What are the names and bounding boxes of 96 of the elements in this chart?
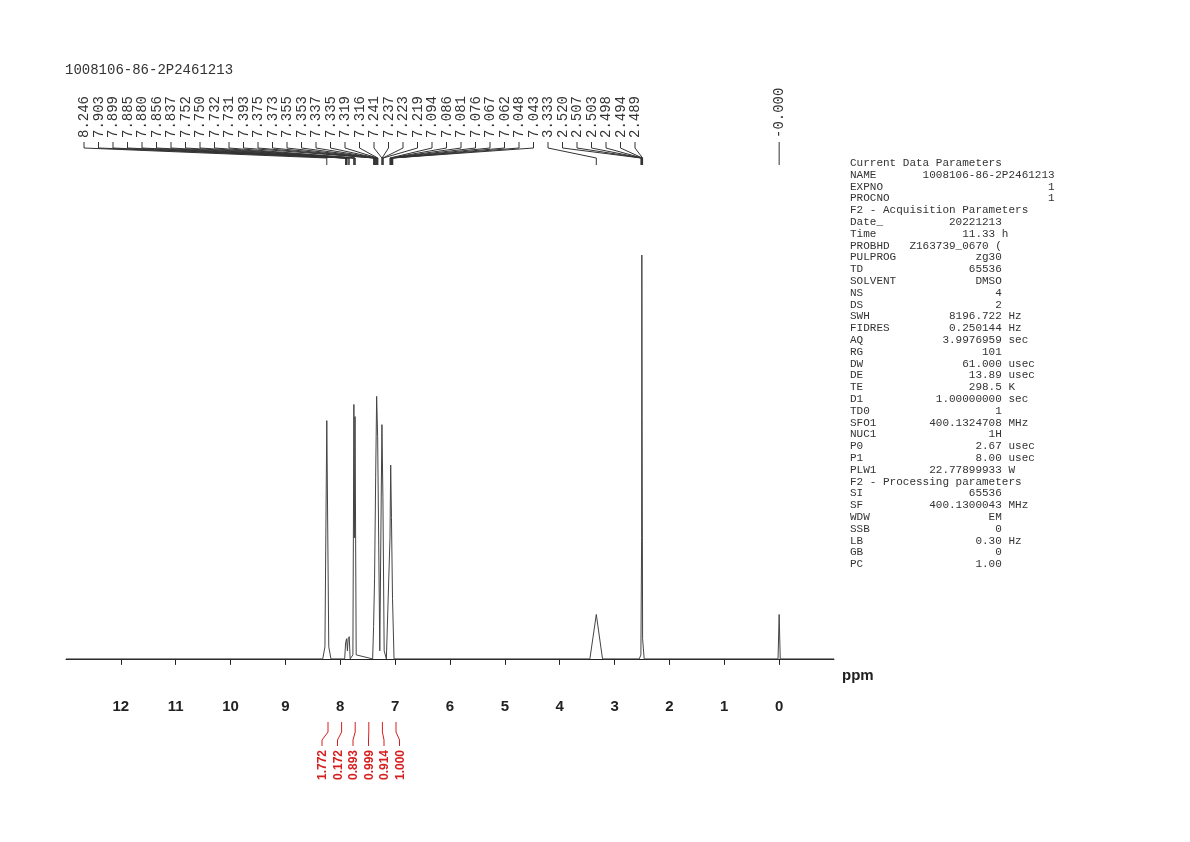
text: 7.732 — [206, 95, 223, 138]
text: 7.837 — [163, 95, 179, 138]
text: PULPROG zg30 — [850, 251, 1003, 265]
text: F2 - Acquisition Parameters — [850, 204, 1030, 217]
text: 0.914 — [377, 749, 392, 780]
text: TD0 1 — [850, 404, 1003, 418]
text: SSB 0 — [850, 522, 1003, 536]
text: 1.000 — [392, 749, 407, 780]
text: DS 2 — [850, 298, 1003, 312]
text: PC 1.00 — [850, 558, 1003, 571]
text: 7.337 — [308, 95, 324, 138]
text: 7.856 — [148, 95, 165, 138]
chart-title: 1008106-86-2P2461213 — [65, 62, 234, 78]
x-tick-label: 10 — [222, 697, 239, 714]
text: NAME 1008106-86-2P2461213 — [850, 168, 1055, 182]
text: 7.373 — [264, 95, 281, 138]
text: F2 - Processing parameters — [850, 475, 1023, 489]
text: 7.076 — [467, 95, 484, 138]
text: EXPNO 1 — [850, 180, 1055, 194]
text: SWH 8196.722 Hz — [850, 310, 1023, 324]
x-tick-label: 9 — [281, 697, 290, 714]
x-tick-label: 8 — [336, 697, 345, 714]
text: 7.885 — [119, 95, 136, 138]
text: 7.062 — [496, 95, 513, 138]
text: 8.246 — [76, 95, 92, 138]
x-axis-title: ppm — [842, 665, 874, 683]
text: Date_ 20221213 — [850, 215, 1003, 229]
text: 2.489 — [627, 95, 643, 138]
text: 1.772 — [315, 749, 330, 780]
text: 2.498 — [598, 95, 614, 138]
text: 2.503 — [583, 95, 600, 138]
text: Current Data Parameters — [850, 157, 1003, 170]
text: P1 8.00 usec — [850, 451, 1036, 465]
text: NUC1 1H — [850, 428, 1003, 442]
text: 2.494 — [612, 95, 629, 138]
text: 7.319 — [337, 95, 353, 138]
text: P0 2.67 usec — [850, 440, 1036, 453]
text: Time 11.33 h — [850, 227, 1010, 241]
text: 7.752 — [177, 95, 194, 138]
text: 3.333 — [540, 95, 556, 138]
text: TE 298.5 K — [850, 381, 1017, 394]
text: LB 0.30 Hz — [850, 534, 1023, 548]
text: FIDRES 0.250144 Hz — [850, 322, 1023, 335]
x-tick-label: 7 — [390, 697, 400, 714]
text: SFO1 400.1324708 MHz — [850, 416, 1030, 430]
x-tick-label: 6 — [445, 697, 455, 714]
text: 0.893 — [346, 749, 361, 780]
x-tick-label: 12 — [112, 697, 130, 714]
text: 7.355 — [279, 95, 295, 138]
x-tick-label: 1 — [720, 697, 729, 714]
text: RG 101 — [850, 345, 1003, 359]
text: 2.520 — [554, 95, 571, 138]
text: 7.375 — [250, 95, 266, 138]
x-tick-label: 11 — [167, 697, 184, 714]
text: 7.241 — [366, 95, 382, 138]
text: PLW1 22.77899933 W — [850, 463, 1017, 477]
text: 7.731 — [221, 95, 237, 138]
text: SI 65536 — [850, 487, 1003, 501]
text: GB 0 — [850, 546, 1003, 560]
text: SF 400.1300043 MHz — [850, 499, 1030, 512]
text: 0.172 — [330, 749, 345, 780]
text: PROBHD Z163739_0670 ( — [850, 239, 1003, 253]
text: 7.880 — [134, 95, 150, 138]
text: 7.316 — [351, 95, 368, 138]
text: 7.393 — [235, 95, 252, 138]
text: 7.219 — [409, 95, 426, 138]
text: 7.067 — [482, 95, 498, 138]
text: WDW EM — [850, 510, 1003, 524]
x-tick-label: 2 — [665, 697, 674, 714]
text: DE 13.89 usec — [850, 369, 1036, 383]
text: -0.000 — [771, 87, 788, 138]
text: PROCNO 1 — [850, 192, 1055, 205]
text: 7.237 — [380, 95, 397, 138]
text: 7.903 — [90, 95, 107, 138]
text: 7.750 — [192, 95, 208, 138]
text: TD 65536 — [850, 263, 1003, 276]
x-tick-label: 0 — [774, 697, 784, 714]
text: 7.899 — [105, 95, 121, 138]
text: 7.043 — [525, 95, 542, 138]
text: 7.086 — [438, 95, 455, 138]
x-tick-label: 3 — [610, 697, 619, 714]
text: DW 61.000 usec — [850, 357, 1036, 371]
text: 7.094 — [424, 95, 440, 138]
text: SOLVENT DMSO — [850, 274, 1003, 288]
text: 0.999 — [361, 749, 376, 780]
text: 7.048 — [511, 95, 527, 138]
text: AQ 3.9976959 sec — [850, 333, 1030, 347]
text: NS 4 — [850, 286, 1003, 300]
x-tick-label: 5 — [500, 697, 510, 714]
text: 2.507 — [569, 95, 585, 138]
text: 7.353 — [293, 95, 310, 138]
text: 7.223 — [395, 95, 411, 138]
text: D1 1.00000000 sec — [850, 392, 1030, 406]
x-tick-label: 4 — [555, 697, 565, 714]
text: 7.081 — [453, 95, 469, 138]
text: 7.335 — [322, 95, 339, 138]
